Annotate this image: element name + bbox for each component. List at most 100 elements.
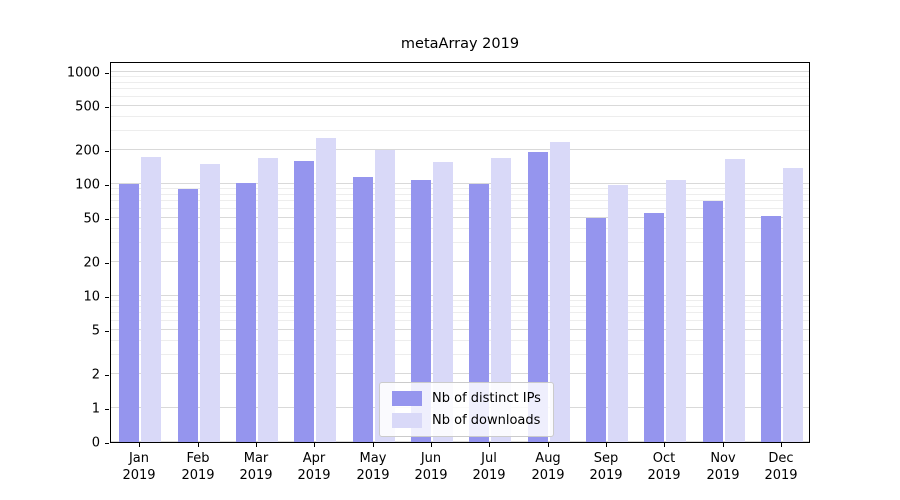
- gridline-minor: [111, 188, 809, 189]
- x-tick: [606, 443, 607, 447]
- y-tick: [105, 443, 109, 444]
- bar-ips-Nov: [703, 201, 723, 442]
- bar-ips-Jul: [469, 184, 489, 442]
- gridline-minor: [111, 320, 809, 321]
- gridline-major: [111, 373, 809, 374]
- legend-swatch-ips: [392, 391, 422, 406]
- x-tick: [431, 443, 432, 447]
- x-tick: [781, 443, 782, 447]
- legend-label-ips: Nb of distinct IPs: [432, 391, 541, 406]
- bar-downloads-Oct: [666, 180, 686, 442]
- y-tick-label: 500: [75, 99, 100, 115]
- x-tick-year: 2019: [356, 468, 390, 483]
- bar-ips-Oct: [644, 213, 664, 442]
- gridline-minor: [111, 228, 809, 229]
- gridline-major: [111, 261, 809, 262]
- gridline-major: [111, 295, 809, 296]
- x-tick-month: Mar: [243, 451, 269, 466]
- x-tick-label: Sep 2019: [571, 450, 641, 484]
- x-tick-label: May 2019: [338, 450, 408, 484]
- bar-downloads-May: [375, 150, 395, 442]
- y-tick: [105, 263, 109, 264]
- x-tick-month: Jul: [481, 451, 497, 466]
- x-tick: [256, 443, 257, 447]
- bar-downloads-Aug: [550, 142, 570, 442]
- x-tick: [723, 443, 724, 447]
- legend: Nb of distinct IPs Nb of downloads: [379, 382, 554, 437]
- gridline-major: [111, 217, 809, 218]
- x-tick-label: Apr 2019: [279, 450, 349, 484]
- y-tick: [105, 107, 109, 108]
- gridline-major: [111, 71, 809, 72]
- x-tick-month: Feb: [186, 451, 210, 466]
- gridline-major: [111, 149, 809, 150]
- bar-downloads-Jun: [433, 162, 453, 442]
- x-tick-year: 2019: [181, 468, 215, 483]
- gridline-minor: [111, 130, 809, 131]
- x-tick-year: 2019: [472, 468, 506, 483]
- x-tick: [198, 443, 199, 447]
- gridline-minor: [111, 116, 809, 117]
- plot-area: Nb of distinct IPs Nb of downloads: [110, 62, 810, 443]
- x-tick-year: 2019: [414, 468, 448, 483]
- y-tick-label: 10: [83, 289, 100, 305]
- gridline-minor: [111, 96, 809, 97]
- bar-ips-Apr: [294, 161, 314, 442]
- x-tick-month: Aug: [535, 451, 561, 466]
- gridline-major: [111, 105, 809, 106]
- x-tick-month: Sep: [593, 451, 619, 466]
- gridline-major: [111, 183, 809, 184]
- bar-ips-Sep: [586, 218, 606, 442]
- bar-downloads-Feb: [200, 164, 220, 442]
- x-tick-month: May: [359, 451, 387, 466]
- y-tick: [105, 409, 109, 410]
- bar-ips-Aug: [528, 152, 548, 442]
- y-tick-label: 20: [83, 255, 100, 271]
- x-tick-month: Jun: [420, 451, 442, 466]
- x-tick: [548, 443, 549, 447]
- y-tick: [105, 375, 109, 376]
- gridline-minor: [111, 354, 809, 355]
- gridline-minor: [111, 82, 809, 83]
- bar-downloads-Mar: [258, 158, 278, 442]
- gridline-major: [111, 329, 809, 330]
- x-tick: [489, 443, 490, 447]
- y-tick-label: 5: [91, 323, 100, 339]
- gridline-minor: [111, 88, 809, 89]
- legend-swatch-downloads: [392, 413, 422, 428]
- gridline-major: [111, 441, 809, 442]
- gridline-minor: [111, 208, 809, 209]
- gridline-minor: [111, 300, 809, 301]
- bar-ips-Jan: [119, 184, 139, 442]
- x-tick: [139, 443, 140, 447]
- bar-downloads-Apr: [316, 138, 336, 442]
- gridline-minor: [111, 242, 809, 243]
- x-tick: [373, 443, 374, 447]
- x-tick-year: 2019: [297, 468, 331, 483]
- x-tick: [314, 443, 315, 447]
- bar-downloads-Nov: [725, 159, 745, 442]
- x-tick-label: Feb 2019: [163, 450, 233, 484]
- gridline-minor: [111, 200, 809, 201]
- x-tick-year: 2019: [647, 468, 681, 483]
- legend-label-downloads: Nb of downloads: [432, 413, 541, 428]
- bar-downloads-Jan: [141, 157, 161, 442]
- x-tick-month: Oct: [652, 451, 676, 466]
- legend-item-ips: Nb of distinct IPs: [392, 391, 541, 406]
- bar-ips-Mar: [236, 183, 256, 442]
- x-tick-month: Apr: [302, 451, 326, 466]
- chart-title: metaArray 2019: [400, 36, 520, 52]
- bar-downloads-Sep: [608, 185, 628, 442]
- x-tick-label: Oct 2019: [629, 450, 699, 484]
- y-tick-label: 1: [91, 401, 100, 417]
- gridline-minor: [111, 76, 809, 77]
- x-tick-label: Dec 2019: [746, 450, 816, 484]
- bar-ips-Jun: [411, 180, 431, 442]
- y-tick: [105, 219, 109, 220]
- x-tick-year: 2019: [531, 468, 565, 483]
- y-tick-label: 200: [75, 143, 100, 159]
- x-tick-month: Dec: [768, 451, 794, 466]
- x-tick-year: 2019: [764, 468, 798, 483]
- gridline-minor: [111, 194, 809, 195]
